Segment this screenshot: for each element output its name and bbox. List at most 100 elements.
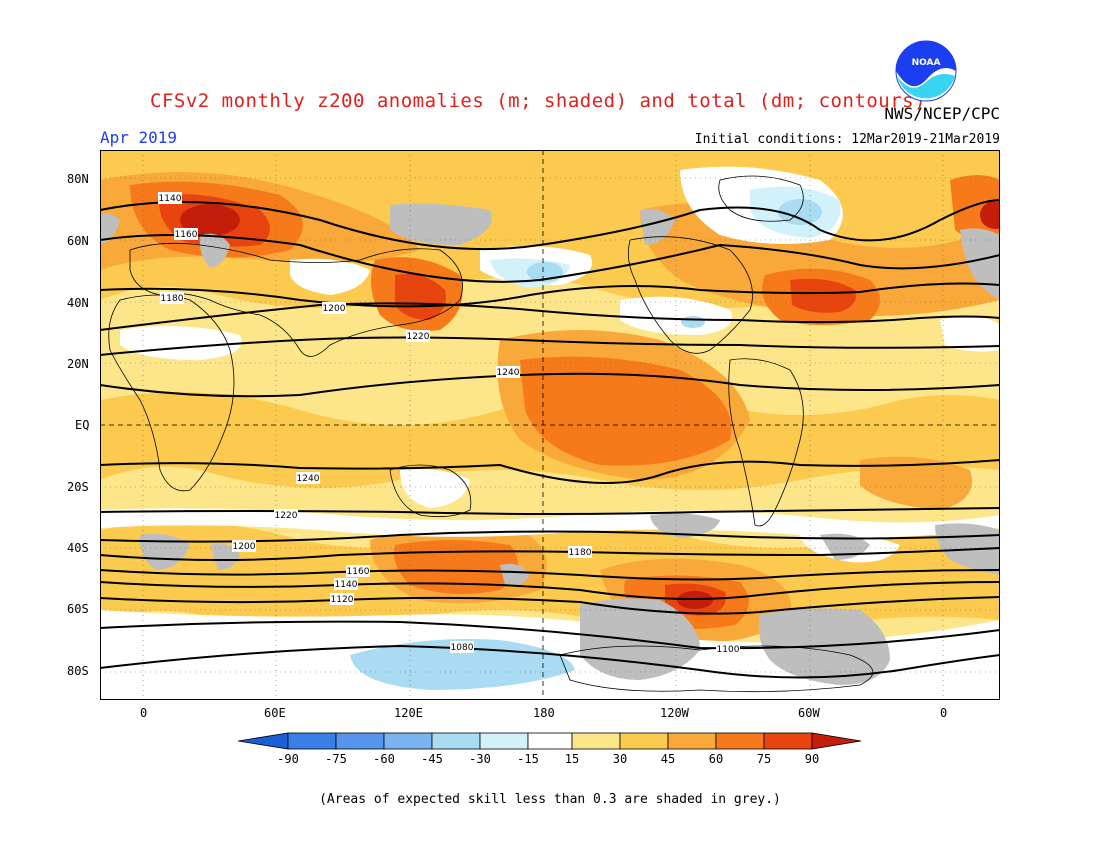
- map-frame: [100, 150, 1000, 700]
- contour-1180-nh: [100, 282, 1000, 308]
- contour-label-1100-sh: 1100: [716, 643, 740, 655]
- colorbar-label-neg30: -30: [469, 752, 491, 766]
- svg-text:1140: 1140: [159, 194, 182, 204]
- colorbar-arrow-high: [811, 732, 862, 750]
- contour-label-1160-sh: 1160: [346, 565, 370, 577]
- contour-1080-sh: [100, 644, 1000, 679]
- svg-text:1160: 1160: [347, 567, 370, 577]
- contour-label-1080-sh: 1080: [450, 641, 474, 653]
- svg-text:1240: 1240: [297, 474, 320, 484]
- noaa-logo-text: NOAA: [912, 58, 941, 68]
- lat-label-40s: 40S: [67, 541, 89, 555]
- anomaly-neutral-aus: [400, 468, 470, 508]
- anomaly-map: 1140 1160 1180 1200 1220 1240 1240 1220 …: [100, 150, 1000, 700]
- contour-1220-nh: [100, 336, 1000, 356]
- contour-1220-sh: [100, 507, 1000, 515]
- svg-text:1240: 1240: [497, 368, 520, 378]
- anomaly-60-75-shpac: [394, 540, 518, 594]
- initial-conditions: Initial conditions: 12Mar2019-21Mar2019: [694, 132, 1000, 147]
- svg-text:1100: 1100: [717, 645, 740, 655]
- contour-1160-sh: [100, 569, 1000, 581]
- contour-label-1220-nh: 1220: [406, 330, 430, 342]
- anomaly-neg30-45-arctic: [778, 199, 822, 225]
- colorbar-label-15: 15: [564, 752, 580, 766]
- lon-label-120w: 120W: [660, 706, 689, 720]
- contour-label-1220-sh: 1220: [274, 509, 298, 521]
- anomaly-60-75-eqpac: [520, 356, 732, 466]
- contour-label-1140-sh: 1140: [334, 578, 358, 590]
- contour-label-1180-nh: 1180: [160, 292, 184, 304]
- contour-label-1160-nh: 1160: [174, 228, 198, 240]
- svg-text:1120: 1120: [331, 595, 354, 605]
- contour-label-1140-nh: 1140: [158, 192, 182, 204]
- colorbar-label-neg90: -90: [277, 752, 299, 766]
- anomaly-neutral-band-s: [100, 508, 1000, 538]
- svg-text:1180: 1180: [569, 548, 592, 558]
- colorbar-label-75: 75: [756, 752, 772, 766]
- agency-label: NWS/NCEP/CPC: [884, 104, 1000, 123]
- anomaly-neg15-30-na: [681, 316, 705, 328]
- anomaly-neutral-atl: [940, 316, 1000, 352]
- anomaly-75-90-natl: [790, 278, 856, 313]
- colorbar-label-neg75: -75: [325, 752, 347, 766]
- colorbar-arrow-low: [238, 732, 289, 750]
- contour-1120-sh: [100, 596, 1000, 615]
- svg-text:1220: 1220: [407, 332, 430, 342]
- lon-label-0-left: 0: [140, 706, 148, 720]
- lon-label-180: 180: [533, 706, 555, 720]
- contour-1100-sh: [100, 620, 1000, 650]
- lon-label-60w: 60W: [798, 706, 820, 720]
- contour-label-1200-nh: 1200: [322, 302, 346, 314]
- lat-label-40n: 40N: [67, 296, 89, 310]
- contour-1240-sh: [100, 459, 1000, 484]
- colorbar-label-neg45: -45: [421, 752, 443, 766]
- colorbar-label-neg60: -60: [373, 752, 395, 766]
- lat-label-80s: 80S: [67, 664, 89, 678]
- contour-1160-nh: [100, 234, 1000, 283]
- colorbar-label-90: 90: [804, 752, 820, 766]
- contour-labels: 1140 1160 1180 1200 1220 1240 1240 1220 …: [158, 192, 740, 655]
- lat-label-20n: 20N: [67, 357, 89, 371]
- colorbar-label-60: 60: [708, 752, 724, 766]
- anomaly-neutral-trop-n: [120, 326, 242, 360]
- anomaly-75-90-japan: [395, 274, 446, 320]
- coastlines: [108, 175, 874, 693]
- anomaly-neutral-n: [290, 258, 370, 295]
- svg-text:1160: 1160: [175, 230, 198, 240]
- noaa-logo-icon: NOAA: [895, 40, 957, 102]
- lon-label-0-right: 0: [940, 706, 948, 720]
- chart-title: CFSv2 monthly z200 anomalies (m; shaded)…: [150, 90, 927, 112]
- anomaly-45-60-sa: [860, 456, 972, 510]
- contour-label-1180-sh: 1180: [568, 546, 592, 558]
- svg-text:1220: 1220: [275, 511, 298, 521]
- contour-label-1200-sh: 1200: [232, 540, 256, 552]
- svg-text:1140: 1140: [335, 580, 358, 590]
- forecast-month: Apr 2019: [100, 128, 178, 147]
- lon-label-60e: 60E: [264, 706, 286, 720]
- skill-footnote: (Areas of expected skill less than 0.3 a…: [319, 792, 781, 807]
- svg-text:1200: 1200: [323, 304, 346, 314]
- contour-1200-nh: [100, 302, 1000, 331]
- contour-label-1240-sh: 1240: [296, 472, 320, 484]
- anomaly-90-core-ne: [980, 201, 1000, 229]
- contour-label-1120-sh: 1120: [330, 593, 354, 605]
- contour-1240-nh: [100, 372, 1000, 398]
- contour-1140-nh: [100, 199, 1000, 251]
- lat-label-20s: 20S: [67, 480, 89, 494]
- svg-text:1200: 1200: [233, 542, 256, 552]
- contour-1140-sh: [100, 581, 1000, 600]
- lon-label-120e: 120E: [394, 706, 423, 720]
- contour-label-1240-nh: 1240: [496, 366, 520, 378]
- lat-label-eq: EQ: [75, 418, 90, 432]
- colorbar-label-30: 30: [612, 752, 628, 766]
- height-contours: [100, 199, 1000, 679]
- lat-label-60n: 60N: [67, 234, 89, 248]
- colorbar-label-neg15: -15: [517, 752, 539, 766]
- colorbar: [238, 732, 862, 750]
- colorbar-label-45: 45: [660, 752, 676, 766]
- svg-text:1180: 1180: [161, 294, 184, 304]
- lat-label-80n: 80N: [67, 172, 89, 186]
- anomaly-90-core-shsa: [677, 591, 713, 609]
- svg-text:1080: 1080: [451, 643, 474, 653]
- lat-label-60s: 60S: [67, 602, 89, 616]
